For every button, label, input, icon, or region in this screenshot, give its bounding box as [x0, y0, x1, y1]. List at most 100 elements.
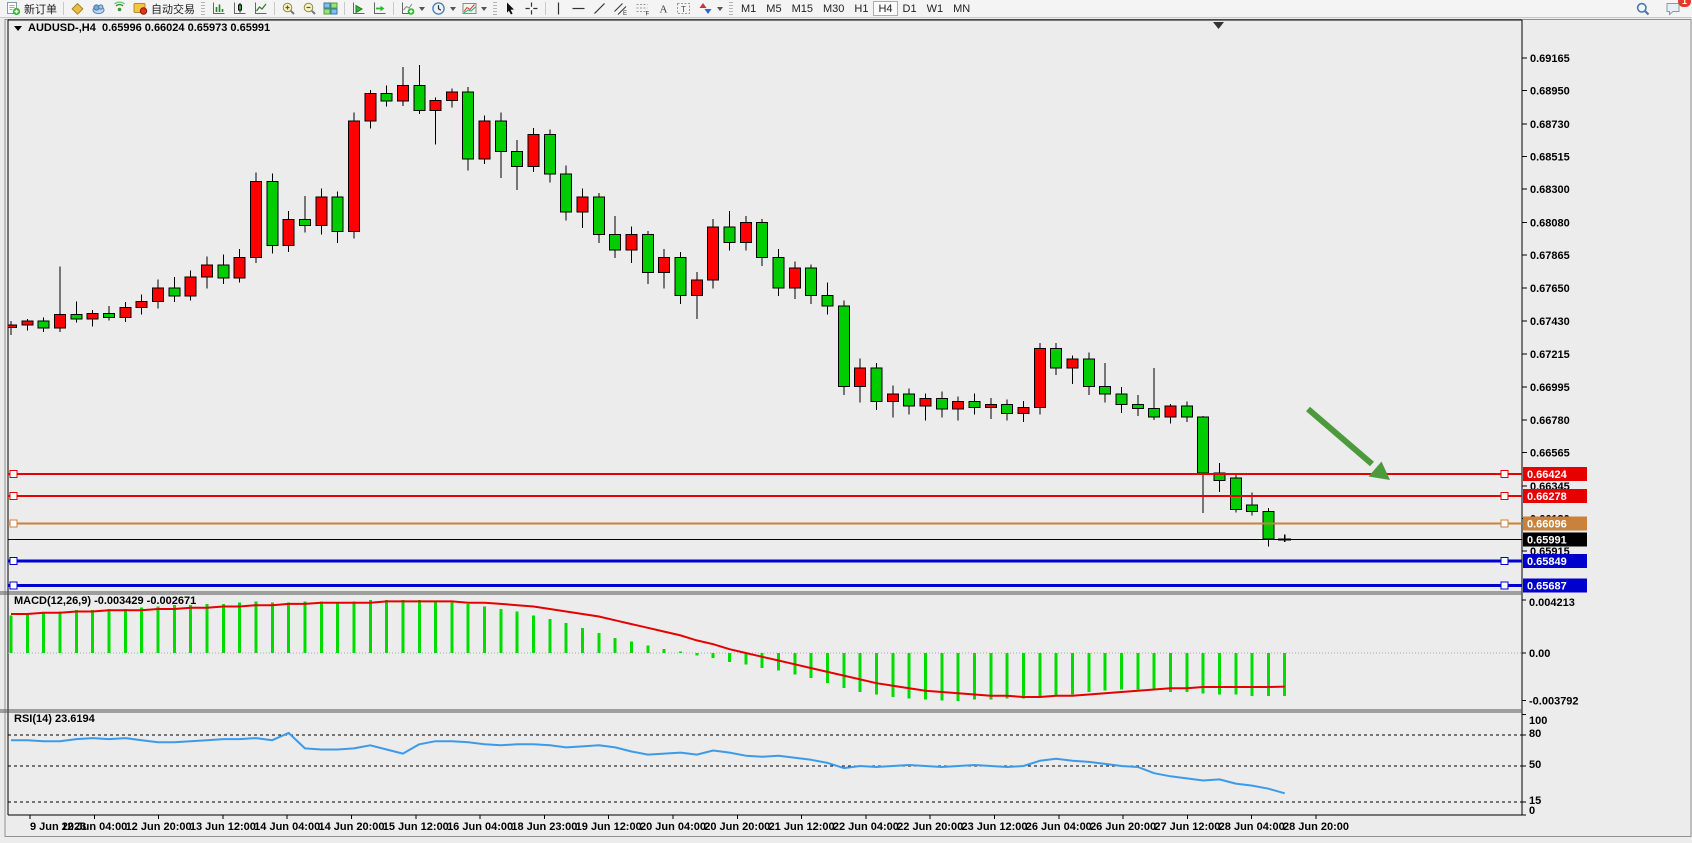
toolbar-grip [729, 2, 733, 15]
svg-text:12 Jun 20:00: 12 Jun 20:00 [126, 821, 192, 833]
arrows-icon [699, 3, 712, 14]
tile-windows-button[interactable] [320, 1, 341, 17]
period-clock-button[interactable] [428, 1, 459, 17]
timeframe-h4-button[interactable]: H4 [873, 1, 898, 16]
clock-icon [432, 2, 445, 15]
svg-text:0.67865: 0.67865 [1530, 250, 1570, 262]
timeframe-d1-button[interactable]: D1 [898, 1, 922, 16]
zoom-out-icon [303, 2, 316, 15]
vertical-line-button[interactable] [549, 1, 568, 17]
price-axis[interactable]: 0.69165 0.68950 0.68730 0.68515 0.68300 0.680… [1522, 53, 1570, 558]
separator [63, 2, 64, 15]
timeframe-m30-button[interactable]: M30 [818, 1, 849, 16]
new-order-label: 新订单 [24, 3, 57, 16]
zoom-in-button[interactable] [278, 1, 299, 17]
equidistant-channel-icon: E [614, 3, 627, 16]
svg-text:0.68080: 0.68080 [1530, 218, 1570, 230]
text-icon: A [660, 4, 668, 16]
svg-text:0.65991: 0.65991 [1527, 534, 1567, 546]
chevron-down-icon [450, 6, 456, 11]
line-chart-mode-button[interactable] [250, 1, 271, 17]
svg-text:E: E [623, 11, 627, 16]
auto-trading-label: 自动交易 [151, 3, 195, 16]
timeframe-m1-button[interactable]: M1 [736, 1, 761, 16]
metaeditor-button[interactable] [67, 1, 88, 17]
crosshair-button[interactable] [521, 1, 542, 17]
cursor-button[interactable] [500, 1, 521, 17]
trendline-button[interactable] [589, 1, 610, 17]
svg-text:22 Jun 04:00: 22 Jun 04:00 [833, 821, 899, 833]
signals-button[interactable] [109, 1, 130, 17]
fibonacci-button[interactable]: F [632, 1, 654, 17]
notifications-button[interactable]: 1 [1662, 0, 1691, 17]
svg-text:T: T [681, 5, 686, 14]
chart-shift-marker[interactable] [1213, 22, 1224, 29]
svg-text:16 Jun 04:00: 16 Jun 04:00 [447, 821, 513, 833]
svg-text:14 Jun 04:00: 14 Jun 04:00 [254, 821, 320, 833]
level-line-0.65849[interactable]: 0.65849 [8, 554, 1587, 569]
svg-text:15: 15 [1529, 795, 1541, 807]
zoom-out-button[interactable] [299, 1, 320, 17]
toolbar-right: 1 [1632, 0, 1691, 17]
text-label-icon: T [677, 3, 690, 14]
signals-icon [114, 1, 125, 12]
horizontal-line-button[interactable] [568, 1, 589, 17]
svg-text:F: F [646, 12, 650, 17]
svg-text:AUDUSD-,H4 0.65996 0.66024 0.: AUDUSD-,H4 0.65996 0.66024 0.65973 0.659… [28, 22, 270, 34]
timeframe-m15-button[interactable]: M15 [787, 1, 818, 16]
chevron-down-icon [481, 6, 487, 11]
bar-chart-icon [213, 2, 225, 14]
auto-scroll-button[interactable] [348, 1, 369, 17]
arrows-button[interactable] [695, 1, 726, 17]
search-button[interactable] [1632, 1, 1654, 17]
timeframe-mn-button[interactable]: MN [948, 1, 975, 16]
bar-chart-mode-button[interactable] [208, 1, 229, 17]
text-label-button[interactable]: T [673, 1, 695, 17]
chevron-down-icon [717, 6, 723, 11]
svg-text:27 Jun 12:00: 27 Jun 12:00 [1154, 821, 1220, 833]
zoom-in-icon [282, 2, 295, 15]
svg-text:0.69165: 0.69165 [1530, 53, 1570, 65]
level-line-0.65991[interactable]: 0.65991 [8, 532, 1587, 547]
text-button[interactable]: A [654, 1, 673, 17]
svg-text:18 Jun 23:00: 18 Jun 23:00 [511, 821, 577, 833]
timeframe-m5-button[interactable]: M5 [761, 1, 786, 16]
separator [344, 2, 345, 15]
svg-text:0.66424: 0.66424 [1527, 469, 1568, 481]
macd-signal-line [11, 600, 1285, 698]
level-line-0.66424[interactable]: 0.66424 [8, 466, 1587, 481]
svg-text:19 Jun 12:00: 19 Jun 12:00 [576, 821, 642, 833]
chart-shift-button[interactable] [369, 1, 390, 17]
chart-canvas[interactable]: 0.69165 0.68950 0.68730 0.68515 0.68300 0.680… [0, 19, 1692, 843]
level-line-0.65687[interactable]: 0.65687 [8, 578, 1587, 593]
svg-text:0: 0 [1529, 805, 1535, 817]
chart-template-button[interactable] [459, 1, 490, 17]
timeframe-h1-button[interactable]: H1 [849, 1, 873, 16]
annotation-arrow[interactable] [1306, 406, 1390, 480]
auto-trading-icon [133, 3, 148, 15]
chart-title[interactable]: AUDUSD-,H4 0.65996 0.66024 0.65973 0.659… [14, 22, 270, 34]
level-line-0.66278[interactable]: 0.66278 [8, 488, 1587, 503]
level-line-0.66096[interactable]: 0.66096 [8, 516, 1587, 531]
equidistant-channel-button[interactable]: E [610, 1, 632, 17]
svg-text:80: 80 [1529, 728, 1541, 740]
svg-text:13 Jun 12:00: 13 Jun 12:00 [190, 821, 256, 833]
auto-scroll-icon [353, 2, 365, 14]
auto-trading-button[interactable]: 自动交易 [130, 1, 198, 17]
candlestick-mode-button[interactable] [229, 1, 250, 17]
svg-text:0.65687: 0.65687 [1527, 581, 1567, 593]
market-button[interactable] [88, 1, 109, 17]
notification-count-badge: 1 [1678, 0, 1691, 7]
new-order-button[interactable]: 新订单 [3, 1, 60, 17]
svg-text:20 Jun 20:00: 20 Jun 20:00 [704, 821, 770, 833]
line-chart-icon [255, 2, 267, 14]
svg-text:0.67430: 0.67430 [1530, 316, 1570, 328]
new-chart-button[interactable] [397, 1, 428, 17]
chart-window: 0.69165 0.68950 0.68730 0.68515 0.68300 0.680… [0, 19, 1692, 843]
svg-text:26 Jun 20:00: 26 Jun 20:00 [1090, 821, 1156, 833]
svg-text:-0.003792: -0.003792 [1529, 696, 1579, 708]
svg-text:0.68730: 0.68730 [1530, 119, 1570, 131]
cursor-arrow-icon [507, 2, 514, 15]
timeframe-w1-button[interactable]: W1 [922, 1, 949, 16]
